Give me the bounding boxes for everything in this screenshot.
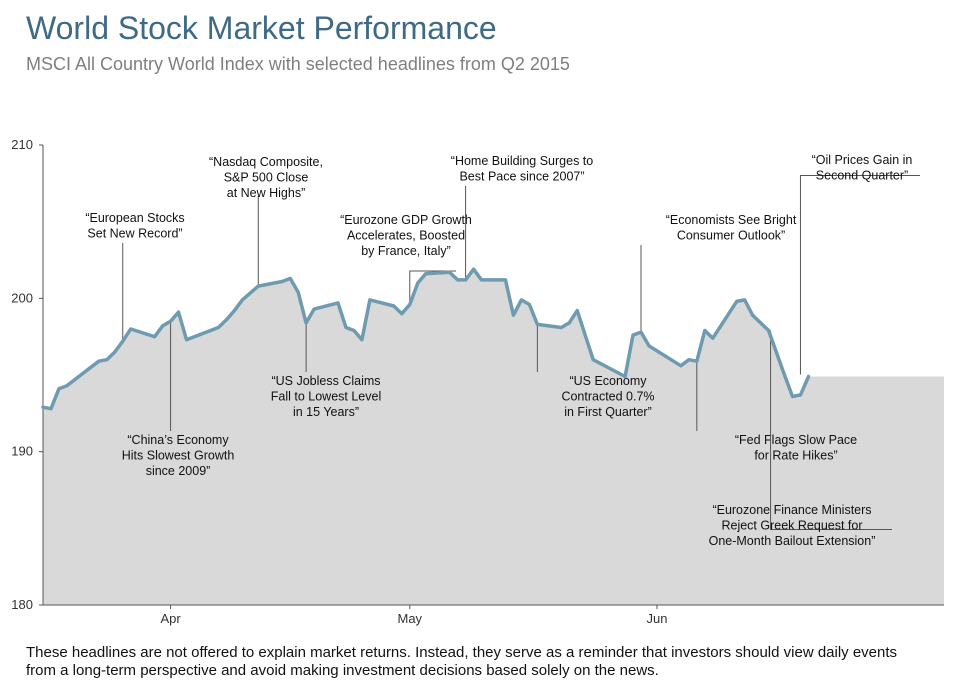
annotation-headline: “US Jobless Claims Fall to Lowest Level in… <box>271 374 381 419</box>
annotation-line: “European Stocks <box>85 211 184 225</box>
annotation-line: Best Pace since 2007” <box>459 170 584 184</box>
annotation-headline: “Eurozone Finance Ministers Reject Greek … <box>709 503 876 548</box>
annotation-line: “China’s Economy <box>127 433 229 447</box>
annotation-leader <box>409 270 456 305</box>
annotation-line: Accelerates, Boosted <box>347 229 465 243</box>
annotation-line: since 2009” <box>146 464 211 478</box>
annotation-line: by France, Italy” <box>361 244 451 258</box>
annotation-headline: “China’s Economy Hits Slowest Growth since… <box>122 433 235 478</box>
annotation-line: Hits Slowest Growth <box>122 449 235 463</box>
annotation-line: “US Economy <box>569 374 647 388</box>
y-tick-label: 180 <box>11 597 33 612</box>
index-area <box>43 269 944 605</box>
annotation-line: “Oil Prices Gain in <box>812 153 913 167</box>
annotation-line: Consumer Outlook” <box>677 229 785 243</box>
annotation-headline: “US Economy Contracted 0.7% in First Quart… <box>561 374 654 419</box>
annotation-line: for Rate Hikes” <box>754 449 837 463</box>
annotation-line: Reject Greek Request for <box>721 519 862 533</box>
annotation-line: S&P 500 Close <box>224 171 309 185</box>
stock-chart: 210 200 190 180 Apr May Jun “European Stocks Set… <box>11 137 944 626</box>
annotation-line: in First Quarter” <box>564 405 652 419</box>
annotation-line: Set New Record” <box>87 227 182 241</box>
annotation-line: “Eurozone Finance Ministers <box>712 503 871 517</box>
chart-title: World Stock Market Performance <box>26 10 497 46</box>
annotation-headline: “Economists See Bright Consumer Outlook” <box>666 213 797 243</box>
annotation-headline: “Fed Flags Slow Pace for Rate Hikes” <box>735 433 857 463</box>
annotation-line: “Economists See Bright <box>666 213 797 227</box>
annotation-headline: “European Stocks Set New Record” <box>85 211 184 241</box>
x-tick-label: May <box>397 611 422 626</box>
annotation-leader <box>799 175 920 375</box>
annotation-line: Contracted 0.7% <box>561 390 654 404</box>
annotation-headline: “Oil Prices Gain in Second Quarter” <box>812 153 913 183</box>
annotation-headline: “Home Building Surges to Best Pace since … <box>451 154 593 184</box>
index-line <box>41 267 811 411</box>
footnote: These headlines are not offered to expla… <box>26 644 898 679</box>
annotation-line: in 15 Years” <box>293 405 359 419</box>
annotation-line: One-Month Bailout Extension” <box>709 534 876 548</box>
y-tick-label: 200 <box>11 290 33 305</box>
annotation-line: “Nasdaq Composite, <box>209 155 323 169</box>
annotation-headline: “Nasdaq Composite, S&P 500 Close at New Hi… <box>209 155 323 200</box>
chart-subtitle: MSCI All Country World Index with select… <box>26 54 570 74</box>
annotation-line: “Home Building Surges to <box>451 154 593 168</box>
y-tick-label: 190 <box>11 444 33 459</box>
annotation-line: “US Jobless Claims <box>271 374 380 388</box>
y-tick-label: 210 <box>11 137 33 152</box>
annotation-leader <box>770 330 892 530</box>
annotation-line: “Eurozone GDP Growth <box>340 213 472 227</box>
annotation-line: Second Quarter” <box>816 169 908 183</box>
x-tick-label: Jun <box>646 611 667 626</box>
annotation-line: Fall to Lowest Level <box>271 390 381 404</box>
annotation-headline: “Eurozone GDP Growth Accelerates, Boosted… <box>340 213 472 258</box>
x-tick-label: Apr <box>160 611 181 626</box>
annotation-line: at New Highs” <box>227 186 306 200</box>
annotation-line: “Fed Flags Slow Pace <box>735 433 857 447</box>
